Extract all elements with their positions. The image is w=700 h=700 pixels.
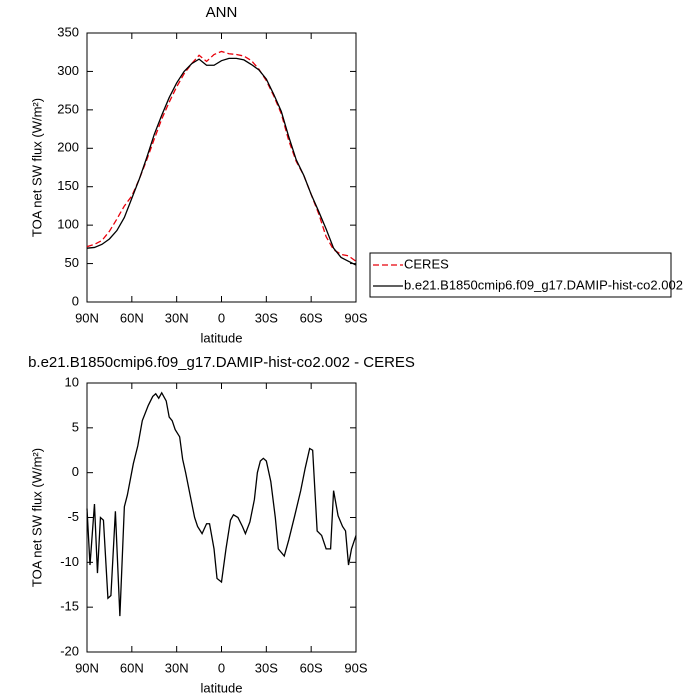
legend-box <box>369 252 672 298</box>
y-tick-label: 0 <box>72 464 79 479</box>
legend-label: b.e21.B1850cmip6.f09_g17.DAMIP-hist-co2.… <box>404 277 683 292</box>
data-line <box>86 391 357 617</box>
y-axis-label: TOA net SW flux (W/m²) <box>29 448 44 587</box>
x-axis-label: latitude <box>201 680 243 695</box>
y-axis-label: TOA net SW flux (W/m²) <box>29 98 44 237</box>
y-tick-label: 200 <box>57 140 79 155</box>
y-tick-label: 150 <box>57 178 79 193</box>
plot-frame <box>86 32 357 303</box>
y-tick-label: -15 <box>60 599 79 614</box>
chart-title: b.e21.B1850cmip6.f09_g17.DAMIP-hist-co2.… <box>28 354 415 371</box>
x-tick-label: 30N <box>165 310 189 325</box>
x-tick-label: 0 <box>218 310 225 325</box>
x-tick-label: 60N <box>120 660 144 675</box>
x-tick-label: 30S <box>255 310 278 325</box>
y-tick-label: 10 <box>65 374 79 389</box>
y-tick-label: 0 <box>72 293 79 308</box>
x-tick-label: 90N <box>75 660 99 675</box>
x-tick-label: 90N <box>75 310 99 325</box>
x-tick-label: 60N <box>120 310 144 325</box>
x-tick-label: 60S <box>300 660 323 675</box>
chart-title: ANN <box>206 4 238 21</box>
y-tick-label: -10 <box>60 554 79 569</box>
y-tick-label: 250 <box>57 101 79 116</box>
y-tick-label: -5 <box>67 509 79 524</box>
y-tick-label: 100 <box>57 217 79 232</box>
data-line <box>86 50 357 262</box>
legend-label: CERES <box>404 256 449 271</box>
y-tick-label: 300 <box>57 63 79 78</box>
x-tick-label: 90S <box>344 660 367 675</box>
y-tick-label: 50 <box>65 255 79 270</box>
x-tick-label: 30N <box>165 660 189 675</box>
y-tick-label: 350 <box>57 24 79 39</box>
x-tick-label: 30S <box>255 660 278 675</box>
x-tick-label: 60S <box>300 310 323 325</box>
y-tick-label: -20 <box>60 643 79 658</box>
x-tick-label: 0 <box>218 660 225 675</box>
x-axis-label: latitude <box>201 330 243 345</box>
x-tick-label: 90S <box>344 310 367 325</box>
data-line <box>86 57 357 266</box>
plot-frame <box>86 382 357 653</box>
y-tick-label: 5 <box>72 419 79 434</box>
